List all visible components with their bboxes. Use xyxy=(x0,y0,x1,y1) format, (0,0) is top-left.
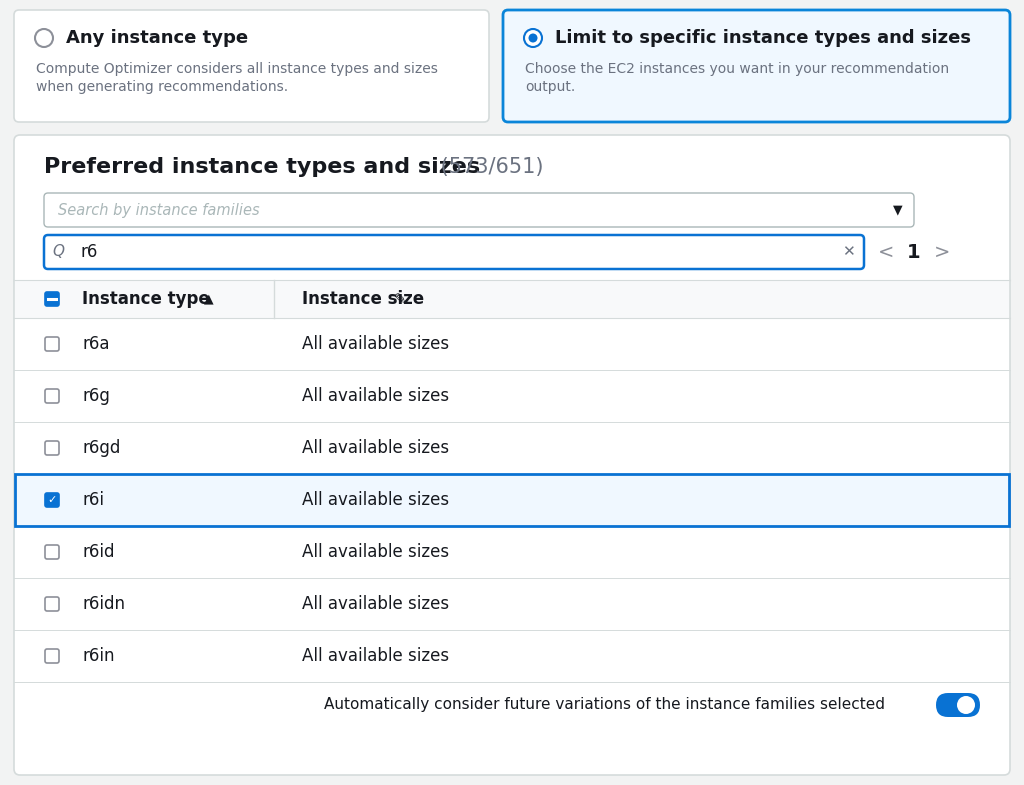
Text: ▼: ▼ xyxy=(893,203,903,217)
Bar xyxy=(15,370,1009,422)
FancyBboxPatch shape xyxy=(45,597,59,611)
Text: <: < xyxy=(878,243,894,261)
Text: All available sizes: All available sizes xyxy=(302,491,450,509)
FancyBboxPatch shape xyxy=(503,10,1010,122)
Text: Automatically consider future variations of the instance families selected: Automatically consider future variations… xyxy=(324,698,885,713)
Circle shape xyxy=(35,29,53,47)
Text: All available sizes: All available sizes xyxy=(302,335,450,353)
Circle shape xyxy=(957,696,975,714)
Text: All available sizes: All available sizes xyxy=(302,387,450,405)
FancyBboxPatch shape xyxy=(14,10,489,122)
Text: Choose the EC2 instances you want in your recommendation: Choose the EC2 instances you want in you… xyxy=(525,62,949,76)
FancyBboxPatch shape xyxy=(45,545,59,559)
Text: All available sizes: All available sizes xyxy=(302,595,450,613)
Text: Any instance type: Any instance type xyxy=(66,29,248,47)
Text: Q: Q xyxy=(52,244,63,260)
FancyBboxPatch shape xyxy=(45,493,59,507)
Text: Instance size: Instance size xyxy=(302,290,424,308)
Text: r6gd: r6gd xyxy=(82,439,121,457)
Circle shape xyxy=(524,29,542,47)
Text: r6idn: r6idn xyxy=(82,595,125,613)
Text: All available sizes: All available sizes xyxy=(302,647,450,665)
Text: r6: r6 xyxy=(80,243,97,261)
FancyBboxPatch shape xyxy=(936,693,980,717)
Text: >: > xyxy=(934,243,950,261)
Bar xyxy=(15,474,1009,526)
FancyBboxPatch shape xyxy=(14,135,1010,775)
Text: r6in: r6in xyxy=(82,647,115,665)
Text: ✓: ✓ xyxy=(47,495,56,505)
Text: Limit to specific instance types and sizes: Limit to specific instance types and siz… xyxy=(555,29,971,47)
FancyBboxPatch shape xyxy=(44,193,914,227)
FancyBboxPatch shape xyxy=(44,235,864,269)
Text: r6i: r6i xyxy=(82,491,104,509)
Text: ✕: ✕ xyxy=(842,244,854,260)
Text: r6id: r6id xyxy=(82,543,115,561)
FancyBboxPatch shape xyxy=(45,649,59,663)
Text: Instance type: Instance type xyxy=(82,290,210,308)
Text: ▲: ▲ xyxy=(204,293,214,305)
Text: Preferred instance types and sizes: Preferred instance types and sizes xyxy=(44,157,480,177)
Bar xyxy=(15,280,1009,318)
Bar xyxy=(15,318,1009,370)
Text: All available sizes: All available sizes xyxy=(302,439,450,457)
FancyBboxPatch shape xyxy=(45,292,59,306)
Text: (573/651): (573/651) xyxy=(434,157,544,177)
Bar xyxy=(15,474,1009,526)
Bar xyxy=(15,630,1009,682)
Bar xyxy=(15,682,1009,728)
Text: when generating recommendations.: when generating recommendations. xyxy=(36,80,288,94)
FancyBboxPatch shape xyxy=(45,441,59,455)
FancyBboxPatch shape xyxy=(45,337,59,351)
Bar xyxy=(15,526,1009,578)
Bar xyxy=(15,578,1009,630)
Bar xyxy=(15,422,1009,474)
Text: 1: 1 xyxy=(907,243,921,261)
FancyBboxPatch shape xyxy=(45,389,59,403)
Text: Compute Optimizer considers all instance types and sizes: Compute Optimizer considers all instance… xyxy=(36,62,438,76)
Text: Search by instance families: Search by instance families xyxy=(58,203,260,217)
Text: output.: output. xyxy=(525,80,575,94)
Circle shape xyxy=(528,34,538,42)
Text: ✎: ✎ xyxy=(394,293,407,308)
Text: All available sizes: All available sizes xyxy=(302,543,450,561)
Text: r6a: r6a xyxy=(82,335,110,353)
Text: r6g: r6g xyxy=(82,387,110,405)
